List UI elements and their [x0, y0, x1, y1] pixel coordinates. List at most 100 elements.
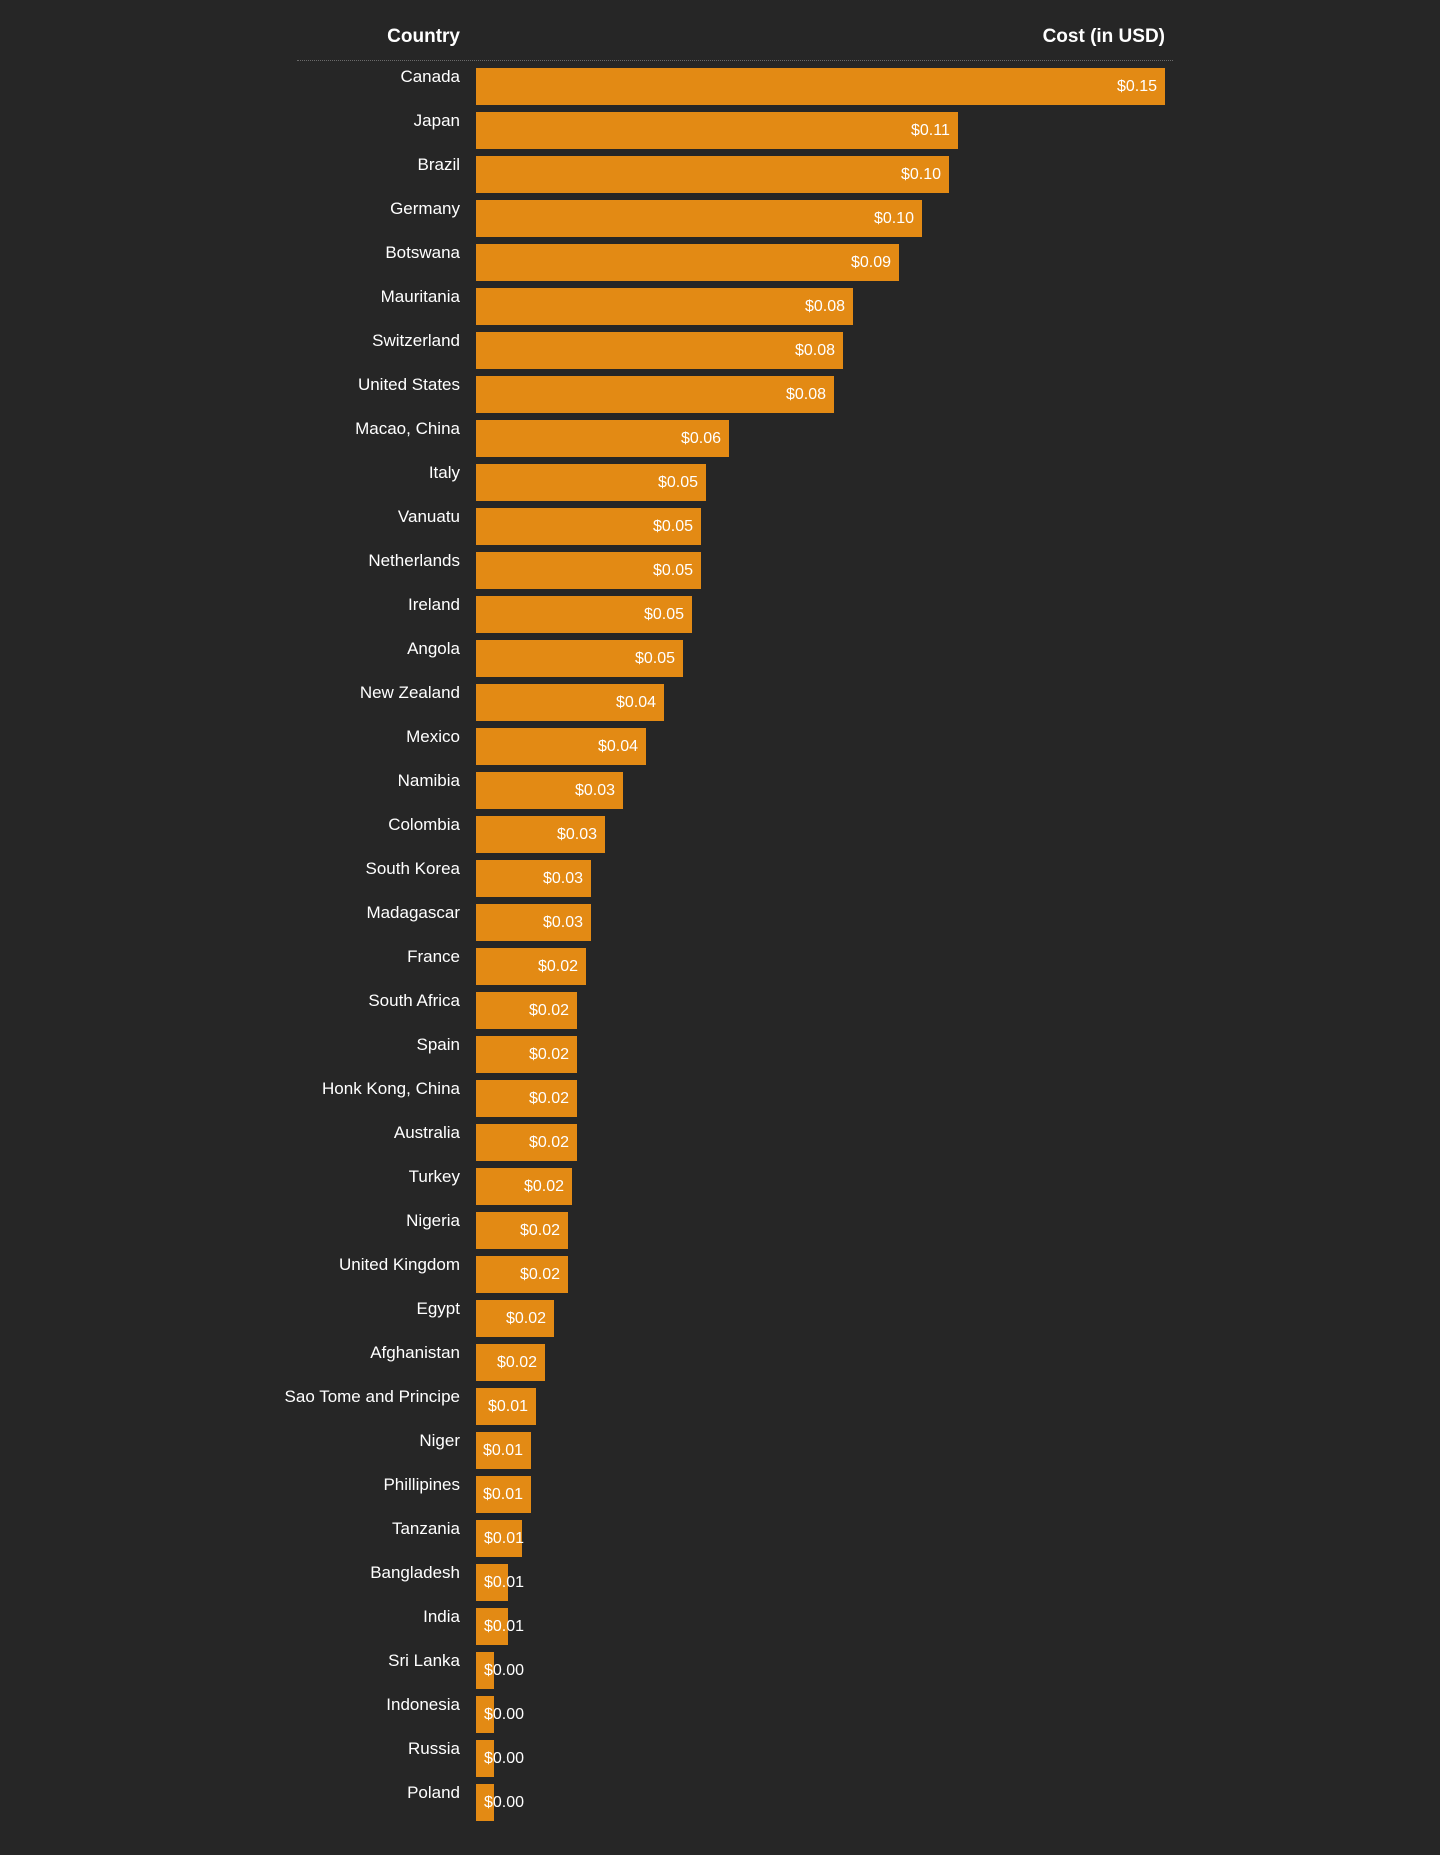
country-label: Macao, China [355, 419, 460, 438]
cost-bar [476, 1608, 508, 1645]
country-label: Netherlands [368, 551, 460, 570]
cost-bar [476, 640, 683, 677]
cost-bar [476, 508, 701, 545]
cost-value-label: $0.01 [483, 1486, 524, 1503]
country-label: Bangladesh [370, 1563, 460, 1582]
cost-bar [476, 1036, 577, 1073]
cost-value-label: $0.02 [529, 1046, 570, 1063]
cost-value-label: $0.02 [520, 1266, 561, 1283]
country-label: Mauritania [380, 287, 460, 306]
cost-bar [476, 1388, 536, 1425]
cost-column-header: Cost (in USD) [1042, 26, 1165, 47]
country-label: Tanzania [391, 1519, 460, 1538]
cost-bar [476, 772, 623, 809]
cost-bar [476, 1784, 494, 1821]
cost-bar [476, 1212, 568, 1249]
country-label: Brazil [417, 155, 460, 174]
cost-value-label: $0.03 [575, 782, 616, 799]
cost-value-label: $0.02 [538, 958, 579, 975]
cost-value-label: $0.02 [524, 1178, 565, 1195]
country-label: Honk Kong, China [322, 1079, 460, 1098]
cost-bar [476, 200, 922, 237]
cost-value-label: $0.05 [644, 606, 685, 623]
cost-value-label: $0.01 [488, 1398, 529, 1415]
country-label: Poland [407, 1783, 460, 1802]
cost-value-label: $0.03 [543, 914, 584, 931]
cost-value-label: $0.02 [497, 1354, 538, 1371]
country-label: Ireland [408, 595, 460, 614]
country-label: Phillipines [383, 1475, 460, 1494]
country-label: South Africa [368, 991, 460, 1010]
cost-value-label: $0.04 [598, 738, 639, 755]
cost-bar [476, 1740, 494, 1777]
country-label: Italy [428, 463, 460, 482]
cost-value-label: $0.02 [529, 1002, 570, 1019]
cost-bar [476, 904, 591, 941]
cost-bar [476, 1652, 494, 1689]
country-label: New Zealand [359, 683, 460, 702]
country-label: Australia [393, 1123, 460, 1142]
cost-value-label: $0.01 [484, 1618, 525, 1635]
country-label: Sri Lanka [388, 1651, 460, 1670]
header-divider [297, 60, 1173, 61]
country-label: Spain [416, 1035, 460, 1054]
country-label: Indonesia [386, 1695, 460, 1714]
cost-value-label: $0.08 [786, 386, 827, 403]
country-label: Germany [390, 199, 460, 218]
cost-value-label: $0.02 [529, 1090, 570, 1107]
cost-bar [476, 552, 701, 589]
cost-bar [476, 992, 577, 1029]
cost-value-label: $0.06 [681, 430, 722, 447]
cost-bar [476, 1344, 545, 1381]
cost-bar [476, 684, 664, 721]
cost-value-label: $0.10 [901, 166, 942, 183]
country-column-header: Country [387, 26, 460, 47]
cost-bar [476, 376, 834, 413]
cost-bar [476, 1168, 572, 1205]
cost-bar [476, 332, 843, 369]
country-label: Botswana [385, 243, 460, 262]
cost-value-label: $0.05 [635, 650, 676, 667]
cost-bar [476, 288, 853, 325]
cost-value-label: $0.15 [1117, 78, 1158, 95]
cost-value-label: $0.01 [484, 1530, 525, 1547]
cost-bar [476, 244, 899, 281]
cost-bar [476, 1432, 531, 1469]
country-label: Canada [400, 67, 460, 86]
cost-bar [476, 1476, 531, 1513]
cost-bar [476, 816, 605, 853]
cost-bar [476, 1564, 508, 1601]
country-label: India [423, 1607, 460, 1626]
cost-bar [476, 1080, 577, 1117]
cost-value-label: $0.05 [653, 518, 694, 535]
cost-bar [476, 728, 646, 765]
cost-bar [476, 156, 949, 193]
country-label: Sao Tome and Principe [284, 1387, 460, 1406]
country-label: Colombia [388, 815, 460, 834]
country-label: Madagascar [366, 903, 460, 922]
cost-bar [476, 860, 591, 897]
country-label: United States [357, 375, 460, 394]
country-label: Vanuatu [397, 507, 460, 526]
country-label: South Korea [365, 859, 460, 878]
cost-value-label: $0.11 [911, 122, 950, 139]
country-label: Afghanistan [370, 1343, 460, 1362]
cost-bar [476, 1124, 577, 1161]
cost-bar [476, 948, 586, 985]
cost-value-label: $0.02 [520, 1222, 561, 1239]
country-label: Switzerland [372, 331, 460, 350]
cost-value-label: $0.03 [557, 826, 598, 843]
cost-bar [476, 420, 729, 457]
cost-value-label: $0.02 [506, 1310, 547, 1327]
country-label: Mexico [406, 727, 460, 746]
cost-value-label: $0.00 [484, 1662, 525, 1679]
cost-bar [476, 1520, 522, 1557]
country-label: Russia [408, 1739, 460, 1758]
cost-value-label: $0.09 [851, 254, 892, 271]
country-label: France [407, 947, 460, 966]
country-label: Niger [419, 1431, 460, 1450]
cost-value-label: $0.00 [484, 1794, 525, 1811]
cost-value-label: $0.03 [543, 870, 584, 887]
cost-value-label: $0.04 [616, 694, 657, 711]
